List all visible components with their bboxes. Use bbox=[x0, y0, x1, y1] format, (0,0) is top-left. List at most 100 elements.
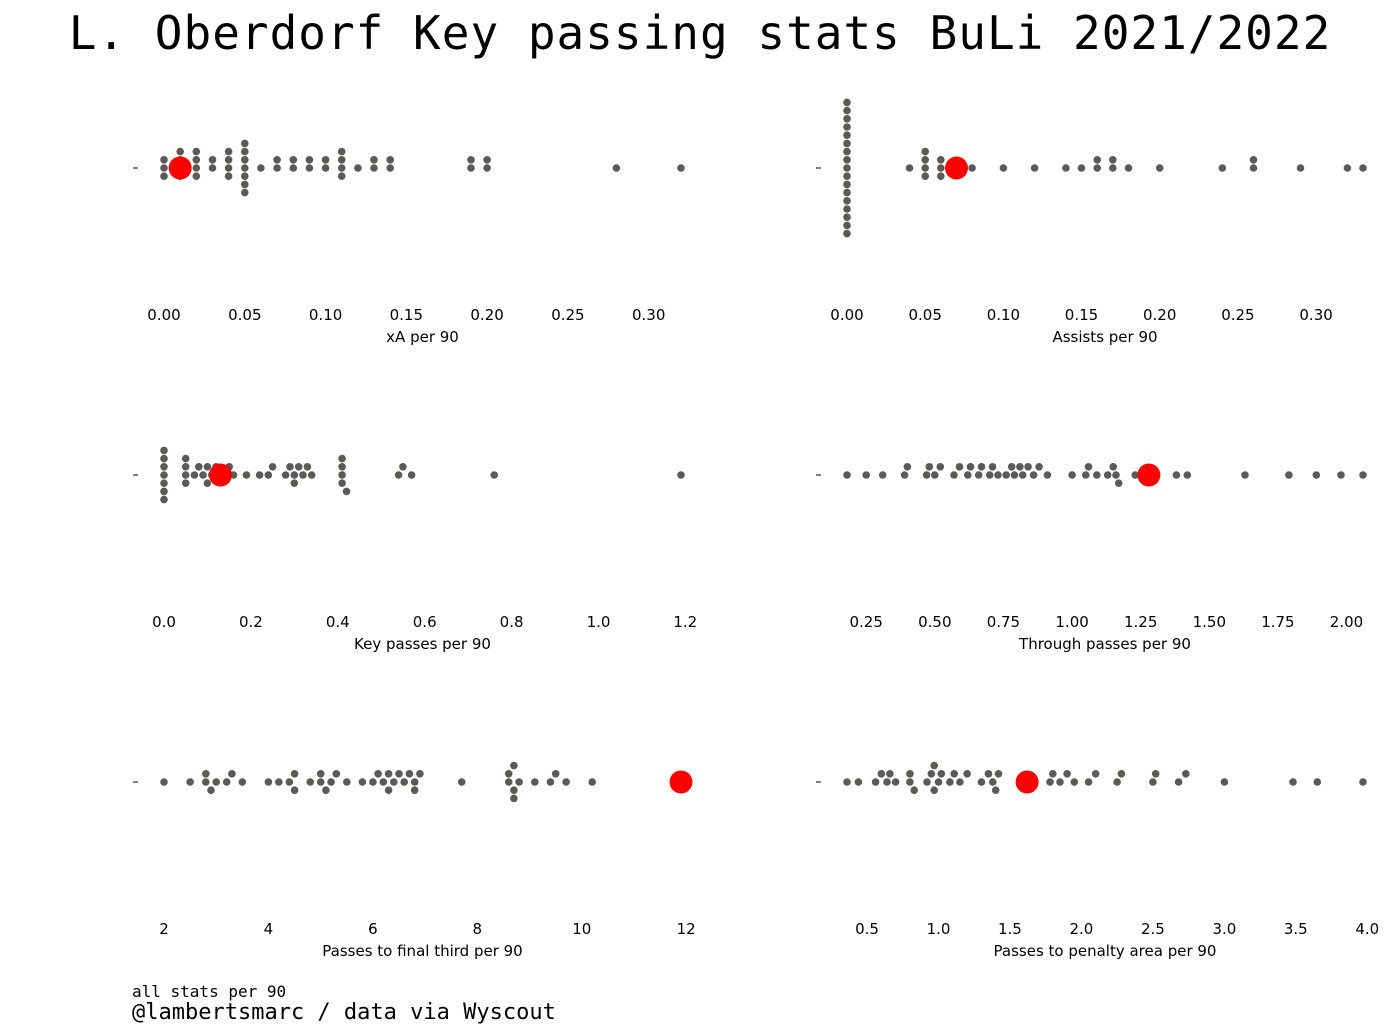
data-point bbox=[843, 98, 851, 107]
data-point bbox=[160, 479, 168, 488]
data-point bbox=[504, 778, 513, 786]
data-point bbox=[937, 770, 946, 778]
data-point bbox=[934, 778, 943, 786]
footer-credit: @lambertsmarc / data via Wyscout bbox=[132, 1000, 556, 1025]
data-point bbox=[407, 471, 416, 479]
data-point bbox=[338, 471, 346, 479]
data-point bbox=[303, 463, 312, 471]
data-point bbox=[390, 778, 398, 786]
data-point bbox=[281, 471, 290, 479]
data-point bbox=[937, 164, 945, 172]
x-tick-label: 0.25 bbox=[551, 306, 584, 324]
data-point bbox=[289, 164, 298, 172]
x-tick-label: 1.5 bbox=[998, 920, 1022, 938]
data-point bbox=[202, 778, 210, 786]
data-point bbox=[192, 156, 201, 164]
data-point bbox=[343, 778, 351, 786]
x-tick-label: 6 bbox=[368, 920, 378, 938]
x-tick-label: 0.30 bbox=[632, 306, 665, 324]
data-point bbox=[1109, 156, 1117, 164]
x-tick-label: 10 bbox=[572, 920, 591, 938]
data-point bbox=[1016, 463, 1024, 471]
data-point bbox=[1313, 778, 1322, 786]
data-point bbox=[843, 221, 851, 230]
data-point bbox=[160, 778, 168, 786]
x-tick-label: 0.05 bbox=[228, 306, 261, 324]
data-point bbox=[285, 778, 294, 786]
data-point bbox=[192, 164, 201, 172]
x-tick-label: 4.0 bbox=[1355, 920, 1379, 938]
data-point bbox=[290, 471, 299, 479]
data-point bbox=[1359, 471, 1367, 479]
data-point bbox=[354, 164, 362, 172]
data-point bbox=[1007, 463, 1016, 471]
data-point bbox=[1289, 778, 1297, 786]
data-point bbox=[921, 164, 929, 172]
x-tick-label: 0.15 bbox=[1065, 306, 1098, 324]
swarm-panel-3: 0.0 0.2 0.4 0.6 0.8 1.0 1.2 Key passes per 90 bbox=[133, 446, 697, 653]
data-point bbox=[964, 471, 972, 479]
data-point bbox=[410, 778, 419, 786]
data-point bbox=[384, 770, 393, 778]
data-point bbox=[228, 770, 236, 778]
highlight-point bbox=[669, 770, 693, 794]
x-tick-label: 12 bbox=[677, 920, 696, 938]
data-point bbox=[878, 471, 887, 479]
highlight-point bbox=[1137, 463, 1161, 487]
data-point bbox=[1114, 479, 1123, 488]
data-point bbox=[1077, 164, 1086, 172]
data-point bbox=[160, 495, 168, 504]
data-point bbox=[181, 479, 190, 488]
data-point bbox=[399, 463, 407, 471]
data-point bbox=[1049, 770, 1057, 778]
data-point bbox=[843, 197, 851, 205]
data-point bbox=[342, 487, 351, 496]
data-point bbox=[843, 188, 851, 197]
data-point bbox=[338, 463, 346, 471]
data-point bbox=[977, 463, 986, 471]
data-point bbox=[843, 106, 851, 115]
data-point bbox=[384, 786, 393, 794]
data-point bbox=[843, 115, 851, 123]
data-point bbox=[956, 778, 964, 786]
data-point bbox=[551, 770, 560, 778]
data-point bbox=[386, 156, 395, 164]
data-point bbox=[203, 463, 212, 471]
data-point bbox=[931, 471, 939, 479]
data-point bbox=[160, 172, 168, 180]
x-tick-label: 0.25 bbox=[1221, 306, 1254, 324]
data-point bbox=[677, 164, 685, 172]
x-tick-label: 2.0 bbox=[1069, 920, 1093, 938]
data-point bbox=[1131, 471, 1139, 479]
data-point bbox=[843, 180, 851, 189]
data-point bbox=[290, 479, 299, 488]
data-point bbox=[903, 463, 912, 471]
data-point bbox=[1124, 164, 1133, 172]
data-point bbox=[950, 471, 958, 479]
swarm-panel-5: 2 4 6 8 10 12 Passes to final third per 90 bbox=[133, 761, 696, 960]
data-point bbox=[275, 778, 283, 786]
data-point bbox=[358, 778, 367, 786]
data-point bbox=[257, 164, 265, 172]
data-point bbox=[1070, 778, 1079, 786]
data-point bbox=[316, 778, 325, 786]
data-point bbox=[186, 778, 194, 786]
footer-note: all stats per 90 bbox=[132, 982, 287, 1001]
x-tick-label: 0.75 bbox=[987, 613, 1020, 631]
x-axis-label: xA per 90 bbox=[386, 328, 459, 346]
data-point bbox=[467, 156, 475, 164]
data-point bbox=[181, 463, 190, 471]
x-tick-label: 3.5 bbox=[1284, 920, 1308, 938]
data-point bbox=[1024, 463, 1032, 471]
data-point bbox=[222, 778, 231, 786]
data-point bbox=[1093, 471, 1101, 479]
data-point bbox=[936, 463, 945, 471]
swarm-panel-2: 0.00 0.05 0.10 0.15 0.20 0.25 0.30 Assists per … bbox=[816, 98, 1367, 346]
highlight-point bbox=[168, 156, 192, 180]
x-tick-label: 1.0 bbox=[927, 920, 951, 938]
x-tick-label: 1.25 bbox=[1124, 613, 1157, 631]
data-point bbox=[546, 778, 555, 786]
data-point bbox=[242, 471, 251, 479]
data-point bbox=[1030, 164, 1039, 172]
data-point bbox=[160, 446, 168, 455]
